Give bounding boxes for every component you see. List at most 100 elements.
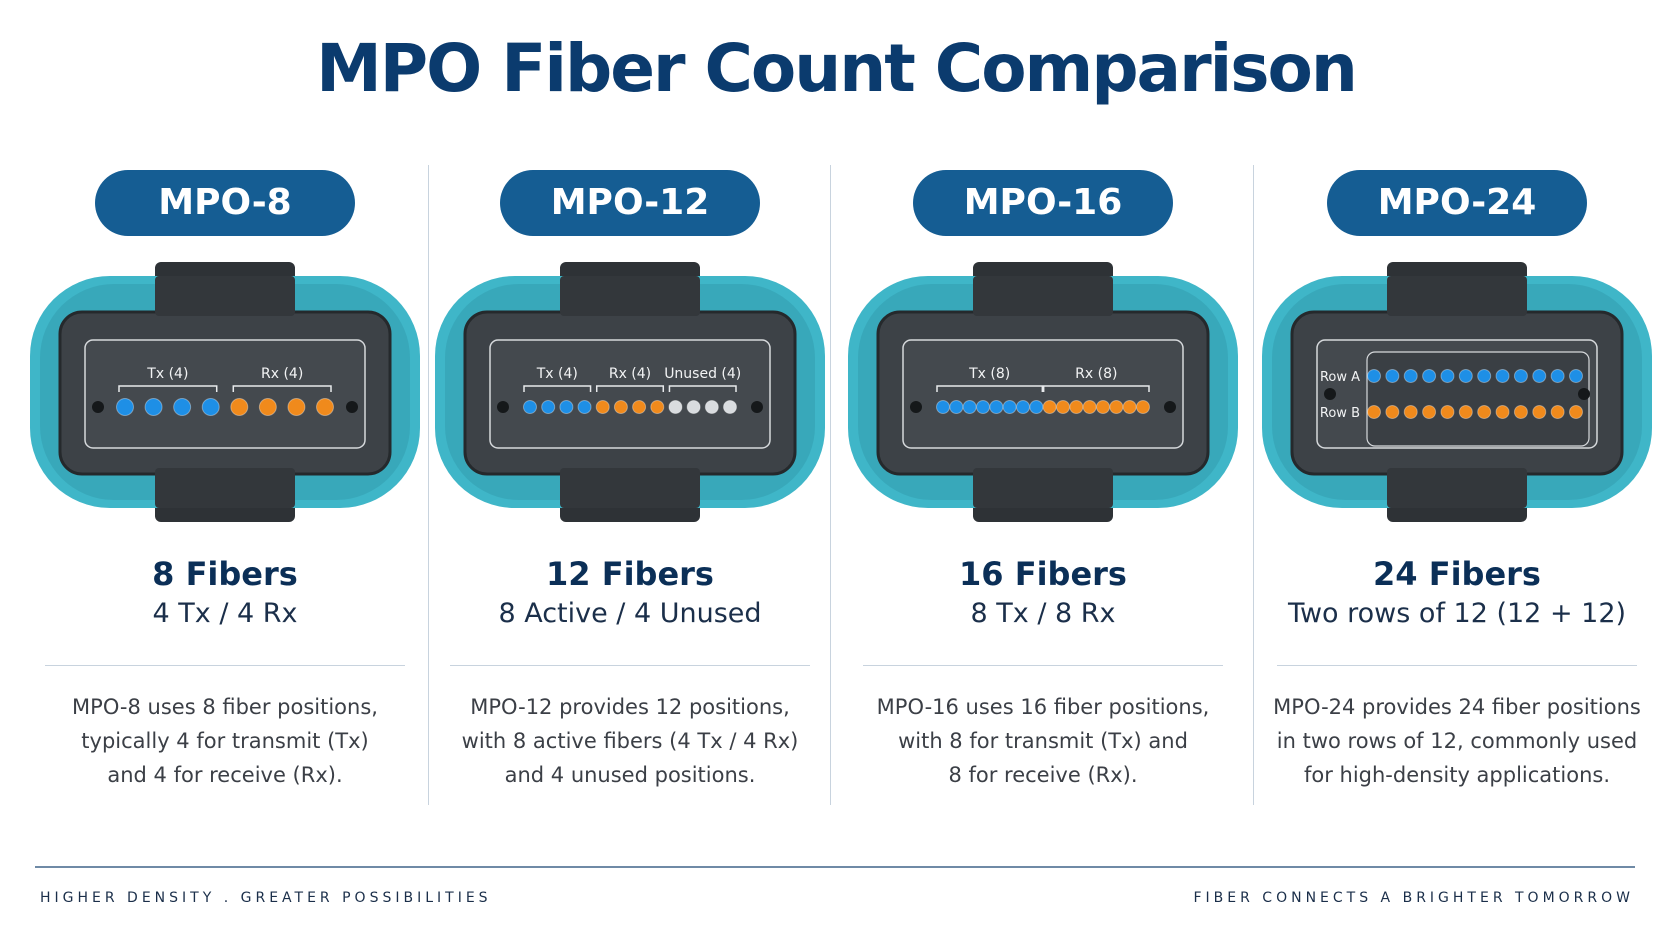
description-line: for high-density applications. bbox=[1303, 763, 1611, 787]
rx-fiber-dot bbox=[1056, 400, 1070, 414]
group-bracket bbox=[1042, 385, 1150, 392]
group-bracket bbox=[595, 385, 665, 392]
description-line: with 8 for transmit (Tx) and bbox=[898, 729, 1188, 753]
tx-fiber-dot bbox=[1477, 369, 1492, 383]
description-line: with 8 active fibers (4 Tx / 4 Rx) bbox=[461, 729, 799, 753]
rx-fiber-dot bbox=[1440, 405, 1455, 419]
connector-illustration: Tx (4) Rx (4) bbox=[30, 262, 420, 522]
description-line: MPO-16 uses 16 fiber positions, bbox=[876, 695, 1210, 719]
description: MPO-12 provides 12 positions, with 8 act… bbox=[440, 690, 820, 792]
column-mpo-24: MPO-24 Row A Row B 24 Fibers Two rows of … bbox=[1257, 170, 1657, 810]
description-line: MPO-8 uses 8 fiber positions, bbox=[72, 695, 378, 719]
description-line: MPO-24 provides 24 fiber positions bbox=[1273, 695, 1641, 719]
description-line: typically 4 for transmit (Tx) bbox=[81, 729, 369, 753]
description: MPO-24 provides 24 fiber positions in tw… bbox=[1267, 690, 1647, 792]
guide-pin bbox=[751, 401, 763, 413]
rx-fiber-dot bbox=[613, 400, 628, 414]
rx-fiber-dot bbox=[1403, 405, 1418, 419]
column-divider bbox=[830, 165, 831, 805]
rx-fiber-dot bbox=[632, 400, 647, 414]
column-divider bbox=[428, 165, 429, 805]
group-label: Rx (8) bbox=[1075, 366, 1117, 382]
connector-type-badge: MPO-12 bbox=[500, 170, 760, 236]
group-label: Tx (4) bbox=[146, 366, 188, 382]
tx-fiber-dot bbox=[1002, 400, 1017, 414]
tx-fiber-dot bbox=[962, 400, 977, 414]
rx-fiber-dot bbox=[1109, 400, 1124, 414]
tx-fiber-dot bbox=[523, 400, 537, 414]
rx-fiber-dot bbox=[1422, 405, 1437, 419]
tx-fiber-dot bbox=[1385, 369, 1400, 383]
footer-divider bbox=[35, 866, 1635, 868]
group-bracket bbox=[668, 385, 737, 392]
rx-fiber-dot bbox=[1136, 400, 1150, 414]
fiber-breakdown: 8 Active / 4 Unused bbox=[498, 598, 762, 629]
tx-fiber-dot bbox=[144, 398, 163, 416]
rx-fiber-dot bbox=[1096, 400, 1110, 414]
group-label: Unused (4) bbox=[664, 366, 741, 382]
tx-fiber-dot bbox=[541, 400, 556, 414]
tx-fiber-dot bbox=[1458, 369, 1473, 383]
tx-fiber-dot bbox=[936, 400, 950, 414]
tx-fiber-dot bbox=[949, 400, 964, 414]
tx-fiber-dot bbox=[1367, 369, 1381, 383]
ferrule-face bbox=[489, 339, 771, 449]
description: MPO-8 uses 8 fiber positions, typically … bbox=[35, 690, 415, 792]
unused-fiber-dot bbox=[686, 400, 701, 414]
rx-fiber-dot bbox=[1550, 405, 1565, 419]
footer-tagline-right: FIBER CONNECTS A BRIGHTER TOMORROW bbox=[1193, 890, 1634, 906]
fiber-count: 24 Fibers bbox=[1373, 555, 1541, 593]
fiber-count: 12 Fibers bbox=[546, 555, 714, 593]
row-label: Row B bbox=[1320, 406, 1360, 421]
fiber-count: 16 Fibers bbox=[959, 555, 1127, 593]
tx-fiber-dot bbox=[116, 398, 134, 416]
rx-fiber-dot bbox=[1477, 405, 1492, 419]
rx-fiber-dot bbox=[1532, 405, 1547, 419]
description-line: and 4 unused positions. bbox=[504, 763, 756, 787]
tx-fiber-dot bbox=[1569, 369, 1583, 383]
guide-pin bbox=[497, 401, 509, 413]
tx-fiber-dot bbox=[1532, 369, 1547, 383]
group-bracket bbox=[936, 385, 1044, 392]
tx-fiber-dot bbox=[1495, 369, 1510, 383]
section-divider bbox=[450, 665, 810, 666]
connector-illustration: Row A Row B bbox=[1262, 262, 1652, 522]
connector-illustration: Tx (4) Rx (4) Unused (4) bbox=[435, 262, 825, 522]
group-bracket bbox=[523, 385, 592, 392]
footer-tagline-left: HIGHER DENSITY . GREATER POSSIBILITIES bbox=[40, 890, 492, 906]
tx-fiber-dot bbox=[1550, 369, 1565, 383]
rx-fiber-dot bbox=[287, 398, 306, 416]
fiber-breakdown: Two rows of 12 (12 + 12) bbox=[1287, 598, 1627, 629]
rx-fiber-dot bbox=[1122, 400, 1137, 414]
guide-pin bbox=[1324, 388, 1336, 400]
column-mpo-8: MPO-8 Tx (4) Rx (4) 8 Fibers 4 Tx / 4 Rx … bbox=[25, 170, 425, 810]
guide-pin bbox=[92, 401, 104, 413]
section-divider bbox=[863, 665, 1223, 666]
column-divider bbox=[1253, 165, 1254, 805]
rx-fiber-dot bbox=[258, 398, 277, 416]
guide-pin bbox=[346, 401, 358, 413]
column-mpo-12: MPO-12 Tx (4) Rx (4) Unused (4) 12 Fibers … bbox=[430, 170, 830, 810]
section-divider bbox=[45, 665, 405, 666]
group-label: Tx (4) bbox=[536, 366, 578, 382]
guide-pin bbox=[910, 401, 922, 413]
rx-fiber-dot bbox=[316, 398, 334, 416]
description-line: in two rows of 12, commonly used bbox=[1276, 729, 1638, 753]
rx-fiber-dot bbox=[1385, 405, 1400, 419]
description-line: and 4 for receive (Rx). bbox=[107, 763, 343, 787]
rx-fiber-dot bbox=[1069, 400, 1084, 414]
group-bracket bbox=[232, 385, 332, 392]
rx-fiber-dot bbox=[1458, 405, 1473, 419]
tx-fiber-dot bbox=[173, 398, 192, 416]
description-line: 8 for receive (Rx). bbox=[948, 763, 1138, 787]
tx-fiber-dot bbox=[1422, 369, 1437, 383]
connector-illustration: Tx (8) Rx (8) bbox=[848, 262, 1238, 522]
tx-fiber-dot bbox=[559, 400, 574, 414]
ferrule-face bbox=[84, 339, 366, 449]
fiber-breakdown: 4 Tx / 4 Rx bbox=[152, 598, 298, 629]
unused-fiber-dot bbox=[723, 400, 737, 414]
tx-fiber-dot bbox=[989, 400, 1004, 414]
rx-fiber-dot bbox=[230, 398, 249, 416]
unused-fiber-dot bbox=[668, 400, 683, 414]
connector-type-badge: MPO-16 bbox=[913, 170, 1173, 236]
